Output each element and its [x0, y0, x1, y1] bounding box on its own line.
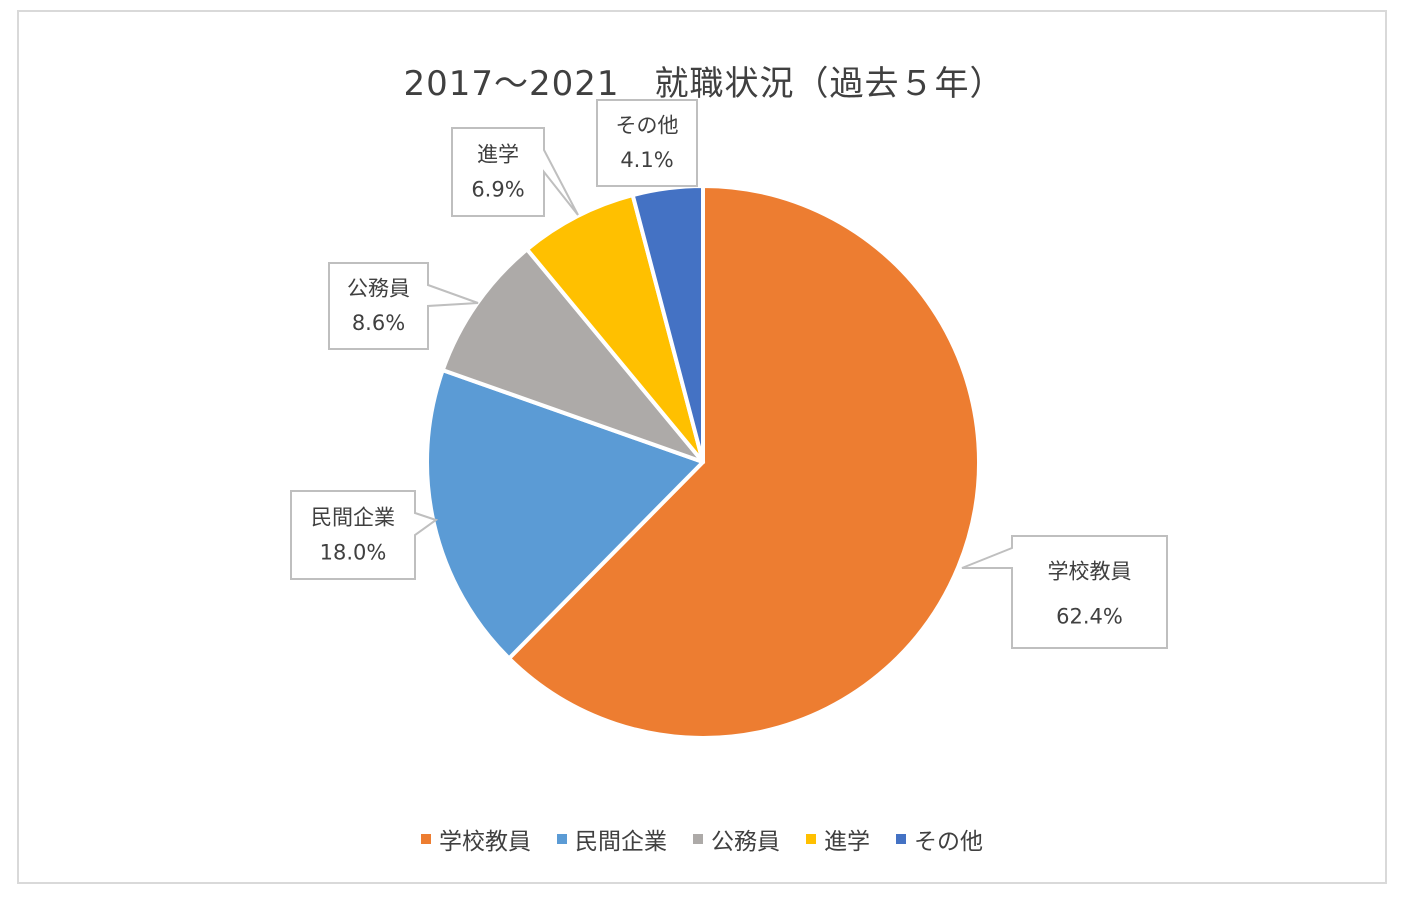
data-label-value: 62.4% — [1056, 604, 1123, 628]
callout-box — [290, 490, 439, 580]
legend-swatch — [693, 834, 703, 844]
data-label-category: 学校教員 — [1048, 560, 1132, 584]
legend-swatch — [421, 834, 431, 844]
pie-slice-4 — [525, 193, 705, 464]
data-callout-5: その他 4.1% — [596, 99, 698, 187]
legend-item-4: 進学 — [806, 822, 870, 856]
legend-label: 民間企業 — [575, 829, 667, 855]
legend-swatch — [896, 834, 906, 844]
legend-label: 学校教員 — [439, 829, 531, 855]
legend-swatch — [806, 834, 816, 844]
legend-item-5: その他 — [896, 822, 983, 856]
pie-slice-5 — [630, 184, 705, 464]
legend-item-2: 民間企業 — [557, 822, 667, 856]
legend-item-1: 学校教員 — [421, 822, 531, 856]
data-callout-4: 進学 6.9% — [451, 127, 579, 217]
data-label-category: 公務員 — [347, 277, 410, 301]
legend-swatch — [557, 834, 567, 844]
data-callout-1: 学校教員 62.4% — [961, 535, 1168, 649]
data-label-category: 民間企業 — [311, 505, 395, 529]
data-label-value: 6.9% — [471, 178, 524, 202]
legend-label: その他 — [914, 829, 983, 855]
legend-item-3: 公務員 — [693, 822, 780, 856]
callout-box — [328, 262, 479, 350]
data-label-value: 8.6% — [352, 311, 405, 335]
callout-box — [961, 535, 1168, 649]
legend-label: 公務員 — [711, 829, 780, 855]
data-callout-2: 民間企業 18.0% — [290, 490, 439, 580]
data-label-category: その他 — [616, 114, 679, 138]
pie-slice-1 — [507, 184, 981, 740]
data-label-value: 4.1% — [620, 148, 673, 172]
chart-title: 2017～2021 就職状況（過去５年） — [403, 64, 1005, 104]
callout-box — [596, 99, 698, 187]
callout-box — [451, 127, 579, 217]
data-label-value: 18.0% — [320, 541, 387, 565]
pie-slice-2 — [425, 368, 705, 661]
data-label-category: 進学 — [477, 142, 519, 166]
legend-label: 進学 — [824, 829, 870, 855]
data-callout-3: 公務員 8.6% — [328, 262, 479, 350]
legend: 学校教員 民間企業 公務員 進学 その他 — [0, 822, 1404, 856]
